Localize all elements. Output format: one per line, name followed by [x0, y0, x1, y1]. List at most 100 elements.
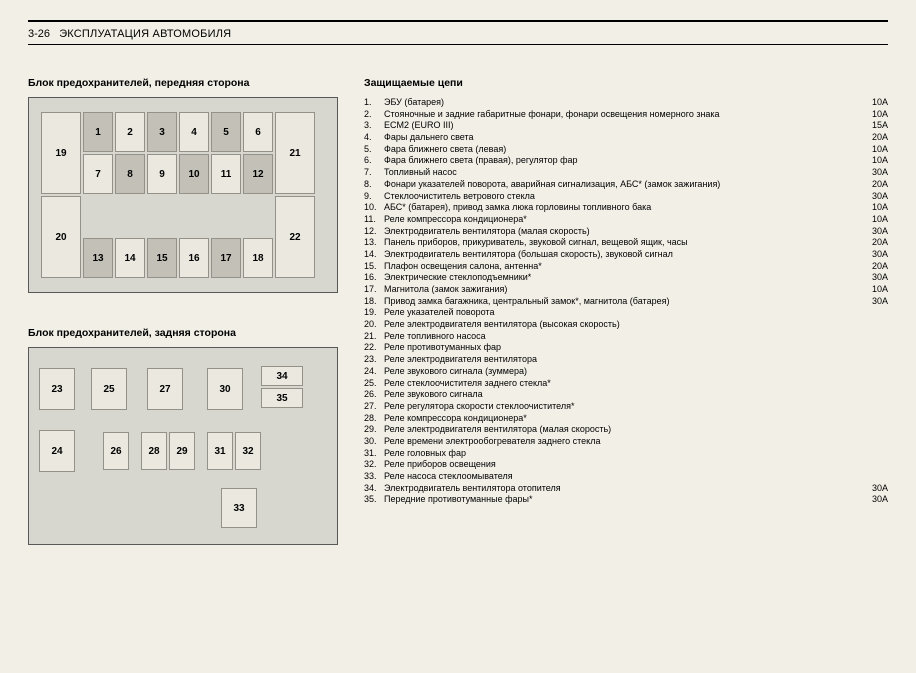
circuit-number: 2. [364, 109, 384, 121]
relay-cell-30: 30 [207, 368, 243, 410]
circuit-number: 27. [364, 401, 384, 413]
circuit-row: 23.Реле электродвигателя вентилятора [364, 354, 888, 366]
circuit-label: АБС* (батарея), привод замка люка горлов… [384, 202, 858, 214]
circuit-label: Реле указателей поворота [384, 307, 858, 319]
circuit-number: 32. [364, 459, 384, 471]
circuit-row: 10.АБС* (батарея), привод замка люка гор… [364, 202, 888, 214]
circuit-amperage: 30А [858, 296, 888, 308]
circuit-number: 13. [364, 237, 384, 249]
circuit-label: Передние противотуманные фары* [384, 494, 858, 506]
circuit-label: Реле звукового сигнала [384, 389, 858, 401]
fuse-cell-3: 3 [147, 112, 177, 152]
circuit-number: 34. [364, 483, 384, 495]
circuit-number: 14. [364, 249, 384, 261]
fuse-cell-11: 11 [211, 154, 241, 194]
left-column: Блок предохранителей, передняя сторона 1… [28, 77, 338, 545]
circuit-number: 30. [364, 436, 384, 448]
relay-cell-24: 24 [39, 430, 75, 472]
circuit-label: Реле регулятора скорости стеклоочистител… [384, 401, 858, 413]
relay-cell-26: 26 [103, 432, 129, 470]
circuit-amperage: 15А [858, 120, 888, 132]
relay-cell-29: 29 [169, 432, 195, 470]
page: 3-26 ЭКСПЛУАТАЦИЯ АВТОМОБИЛЯ Блок предох… [0, 0, 916, 673]
content: Блок предохранителей, передняя сторона 1… [28, 77, 888, 545]
circuit-row: 15.Плафон освещения салона, антенна*20А [364, 261, 888, 273]
circuit-row: 16.Электрические стеклоподъемники*30А [364, 272, 888, 284]
relay-cell-33: 33 [221, 488, 257, 528]
circuit-number: 19. [364, 307, 384, 319]
circuit-label: Реле компрессора кондиционера* [384, 214, 858, 226]
circuit-label: Электродвигатель вентилятора отопителя [384, 483, 858, 495]
circuit-row: 6.Фара ближнего света (правая), регулято… [364, 155, 888, 167]
circuit-row: 1.ЭБУ (батарея)10А [364, 97, 888, 109]
circuit-number: 23. [364, 354, 384, 366]
relay-cell-25: 25 [91, 368, 127, 410]
fuse-cell-18: 18 [243, 238, 273, 278]
fuse-cell-21: 21 [275, 112, 315, 194]
circuit-label: Фары дальнего света [384, 132, 858, 144]
circuit-row: 19.Реле указателей поворота [364, 307, 888, 319]
fuse-cell-5: 5 [211, 112, 241, 152]
circuit-number: 16. [364, 272, 384, 284]
circuit-row: 7.Топливный насос30А [364, 167, 888, 179]
circuit-label: Реле электродвигателя вентилятора [384, 354, 858, 366]
circuit-amperage: 30А [858, 191, 888, 203]
right-column: Защищаемые цепи 1.ЭБУ (батарея)10А2.Стоя… [364, 77, 888, 545]
fuse-cell-16: 16 [179, 238, 209, 278]
circuit-label: Реле топливного насоса [384, 331, 858, 343]
fuse-cell-8: 8 [115, 154, 145, 194]
fuse-cell-2: 2 [115, 112, 145, 152]
circuit-row: 32.Реле приборов освещения [364, 459, 888, 471]
circuit-number: 5. [364, 144, 384, 156]
front-fusebox: 19123456217891011122022131415161718 [28, 97, 338, 293]
relay-cell-34: 34 [261, 366, 303, 386]
circuit-row: 28.Реле компрессора кондиционера* [364, 413, 888, 425]
circuit-label: Реле компрессора кондиционера* [384, 413, 858, 425]
page-header: 3-26 ЭКСПЛУАТАЦИЯ АВТОМОБИЛЯ [28, 20, 888, 45]
circuit-label: Топливный насос [384, 167, 858, 179]
circuit-row: 26.Реле звукового сигнала [364, 389, 888, 401]
circuit-number: 4. [364, 132, 384, 144]
front-heading: Блок предохранителей, передняя сторона [28, 77, 338, 89]
circuit-number: 21. [364, 331, 384, 343]
relay-cell-23: 23 [39, 368, 75, 410]
circuit-label: Электрические стеклоподъемники* [384, 272, 858, 284]
circuit-row: 29.Реле электродвигателя вентилятора (ма… [364, 424, 888, 436]
circuit-row: 17.Магнитола (замок зажигания)10А [364, 284, 888, 296]
circuit-row: 12.Электродвигатель вентилятора (малая с… [364, 226, 888, 238]
circuit-amperage: 10А [858, 202, 888, 214]
circuit-number: 35. [364, 494, 384, 506]
circuit-amperage: 20А [858, 132, 888, 144]
circuit-label: Электродвигатель вентилятора (малая скор… [384, 226, 858, 238]
circuit-row: 33.Реле насоса стеклоомывателя [364, 471, 888, 483]
circuit-amperage: 10А [858, 155, 888, 167]
circuit-amperage: 30А [858, 483, 888, 495]
circuit-label: Электродвигатель вентилятора (большая ск… [384, 249, 858, 261]
fuse-cell-15: 15 [147, 238, 177, 278]
circuit-label: Реле электродвигателя вентилятора (малая… [384, 424, 858, 436]
circuit-label: Реле электродвигателя вентилятора (высок… [384, 319, 858, 331]
circuit-row: 30.Реле времени электрообогревателя задн… [364, 436, 888, 448]
circuit-number: 29. [364, 424, 384, 436]
fuse-cell-13: 13 [83, 238, 113, 278]
circuit-label: Стеклоочиститель ветрового стекла [384, 191, 858, 203]
circuit-row: 9.Стеклоочиститель ветрового стекла30А [364, 191, 888, 203]
circuit-number: 8. [364, 179, 384, 191]
relay-cell-28: 28 [141, 432, 167, 470]
circuit-label: Магнитола (замок зажигания) [384, 284, 858, 296]
page-number: 3-26 [28, 28, 50, 40]
circuit-number: 6. [364, 155, 384, 167]
circuit-amperage: 20А [858, 179, 888, 191]
circuit-label: Привод замка багажника, центральный замо… [384, 296, 858, 308]
circuit-number: 3. [364, 120, 384, 132]
circuit-row: 31.Реле головных фар [364, 448, 888, 460]
fuse-cell-10: 10 [179, 154, 209, 194]
circuit-label: Фара ближнего света (правая), регулятор … [384, 155, 858, 167]
circuit-label: Реле приборов освещения [384, 459, 858, 471]
rear-fusebox: 23252730343524262829313233 [28, 347, 338, 545]
circuit-amperage: 30А [858, 494, 888, 506]
circuit-row: 11.Реле компрессора кондиционера*10А [364, 214, 888, 226]
circuit-number: 24. [364, 366, 384, 378]
circuit-number: 31. [364, 448, 384, 460]
circuit-number: 20. [364, 319, 384, 331]
